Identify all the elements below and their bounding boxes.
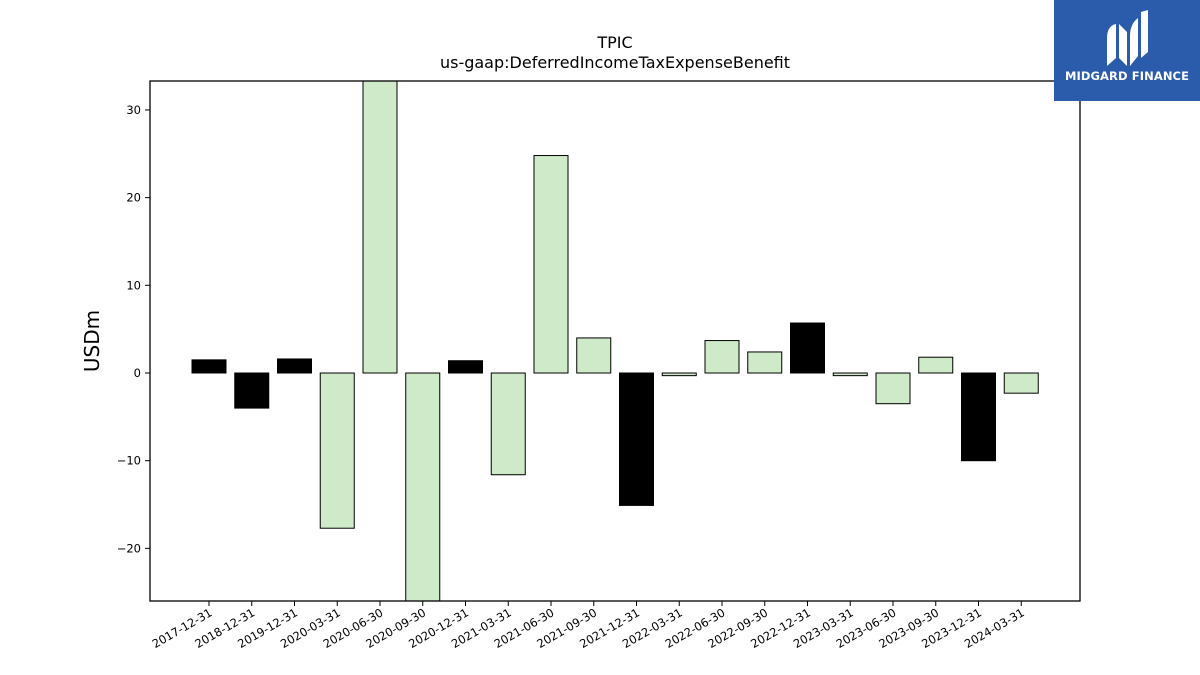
bar-2020-03-31 bbox=[319, 372, 355, 529]
bar-2019-12-31 bbox=[277, 358, 312, 374]
chart-title: TPIC bbox=[596, 33, 632, 52]
bar-2021-03-31 bbox=[490, 372, 526, 476]
brand-logo: MIDGARD FINANCE bbox=[1054, 0, 1200, 101]
bar-2018-12-31 bbox=[234, 372, 270, 409]
logo-text: MIDGARD FINANCE bbox=[1064, 69, 1190, 83]
y-tick-label: 20 bbox=[126, 191, 141, 205]
plot-frame bbox=[149, 80, 1081, 602]
bar-2020-06-30 bbox=[362, 81, 398, 374]
bar-2022-03-31 bbox=[661, 372, 697, 377]
bar-2021-09-30 bbox=[576, 337, 612, 374]
bar-2023-06-30 bbox=[875, 372, 911, 405]
bar-2017-12-31 bbox=[191, 359, 227, 374]
y-tick-label: −10 bbox=[117, 454, 141, 468]
bar-2023-09-30 bbox=[918, 356, 954, 374]
bar-2023-03-31 bbox=[832, 372, 868, 377]
bar-2021-06-30 bbox=[533, 155, 569, 374]
y-tick-label: 30 bbox=[126, 103, 141, 117]
bar-2024-03-31 bbox=[1003, 372, 1039, 394]
bar-2022-06-30 bbox=[704, 340, 740, 374]
bars-layer bbox=[191, 81, 1039, 601]
y-tick-label: −20 bbox=[117, 541, 141, 555]
y-axis: −20 −10 0 10 20 30 bbox=[117, 103, 150, 555]
x-axis: 2017-12-312018-12-312019-12-312020-03-31… bbox=[150, 601, 1027, 651]
bar-2021-12-31 bbox=[619, 372, 654, 506]
bar-2022-09-30 bbox=[747, 351, 783, 374]
logo-mark-icon bbox=[1107, 10, 1148, 66]
chart-subtitle: us-gaap:DeferredIncomeTaxExpenseBenefit bbox=[440, 53, 790, 72]
bar-2020-12-31 bbox=[448, 360, 483, 374]
bar-2023-12-31 bbox=[961, 372, 996, 462]
bar-2022-12-31 bbox=[790, 322, 825, 374]
bar-2020-09-30 bbox=[405, 372, 441, 601]
y-tick-label: 10 bbox=[126, 278, 141, 292]
y-axis-label: USDm bbox=[80, 310, 104, 372]
y-tick-label: 0 bbox=[134, 366, 141, 380]
